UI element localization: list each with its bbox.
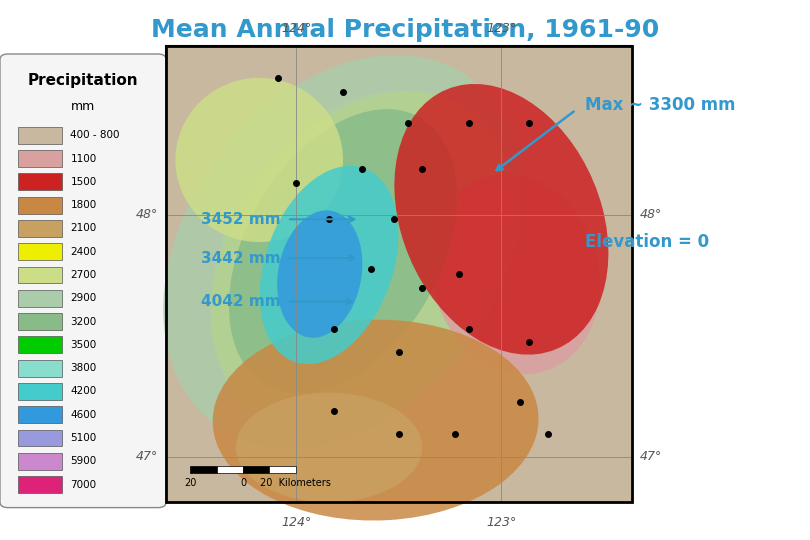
Ellipse shape [229, 109, 457, 393]
Bar [166, 46, 632, 502]
Text: 124°: 124° [281, 516, 312, 529]
Ellipse shape [394, 84, 608, 355]
Bar [190, 466, 216, 472]
FancyBboxPatch shape [18, 173, 62, 190]
FancyBboxPatch shape [18, 360, 62, 376]
FancyBboxPatch shape [18, 267, 62, 284]
Ellipse shape [431, 174, 600, 374]
FancyBboxPatch shape [18, 220, 62, 237]
Bar [216, 466, 243, 472]
FancyBboxPatch shape [18, 197, 62, 213]
Bar [166, 46, 632, 502]
FancyBboxPatch shape [18, 430, 62, 447]
Text: Mean Annual Precipitation, 1961-90: Mean Annual Precipitation, 1961-90 [151, 18, 659, 42]
Text: 123°: 123° [486, 516, 517, 529]
Text: Precipitation: Precipitation [28, 73, 139, 88]
Text: 48°: 48° [640, 208, 662, 221]
FancyBboxPatch shape [18, 453, 62, 470]
Text: 1800: 1800 [70, 200, 96, 210]
Bar [166, 46, 632, 502]
Text: 123°: 123° [486, 22, 517, 35]
Text: 3452 mm: 3452 mm [201, 212, 280, 227]
Text: 4600: 4600 [70, 410, 96, 420]
FancyBboxPatch shape [18, 290, 62, 307]
Ellipse shape [211, 91, 493, 411]
Bar [269, 466, 296, 472]
Text: 5100: 5100 [70, 433, 96, 443]
Text: 124°: 124° [281, 22, 312, 35]
Bar [243, 466, 270, 472]
FancyBboxPatch shape [18, 407, 62, 423]
Ellipse shape [277, 211, 362, 338]
Text: 7000: 7000 [70, 480, 96, 490]
FancyBboxPatch shape [18, 127, 62, 144]
Text: 3200: 3200 [70, 316, 96, 327]
Text: 47°: 47° [136, 450, 158, 463]
Text: 0: 0 [240, 478, 246, 488]
Ellipse shape [175, 78, 343, 242]
FancyBboxPatch shape [18, 244, 62, 260]
Text: 2400: 2400 [70, 247, 96, 256]
Text: 3500: 3500 [70, 340, 96, 350]
FancyBboxPatch shape [18, 336, 62, 353]
Ellipse shape [236, 393, 422, 502]
Text: 1100: 1100 [70, 153, 96, 164]
Text: 48°: 48° [136, 208, 158, 221]
Text: 3800: 3800 [70, 363, 96, 373]
Text: Elevation = 0: Elevation = 0 [585, 233, 710, 251]
Text: 5900: 5900 [70, 456, 96, 467]
Text: 2700: 2700 [70, 270, 96, 280]
Ellipse shape [211, 91, 513, 430]
FancyBboxPatch shape [18, 150, 62, 167]
Text: 2900: 2900 [70, 293, 96, 303]
Ellipse shape [213, 320, 539, 521]
Text: 4042 mm: 4042 mm [201, 294, 280, 309]
Text: mm: mm [71, 100, 95, 113]
Text: Max ~ 3300 mm: Max ~ 3300 mm [585, 96, 735, 114]
Ellipse shape [260, 166, 399, 364]
FancyBboxPatch shape [18, 476, 62, 493]
Text: 2100: 2100 [70, 224, 96, 233]
Ellipse shape [164, 55, 522, 447]
FancyBboxPatch shape [18, 313, 62, 330]
FancyBboxPatch shape [0, 54, 166, 508]
Text: 20: 20 [184, 478, 197, 488]
Text: 3442 mm: 3442 mm [201, 251, 280, 266]
Text: 4200: 4200 [70, 387, 96, 396]
Text: 47°: 47° [640, 450, 662, 463]
Text: 1500: 1500 [70, 177, 96, 187]
FancyBboxPatch shape [18, 383, 62, 400]
Text: 400 - 800: 400 - 800 [70, 130, 120, 140]
Text: 20  Kilometers: 20 Kilometers [260, 478, 331, 488]
